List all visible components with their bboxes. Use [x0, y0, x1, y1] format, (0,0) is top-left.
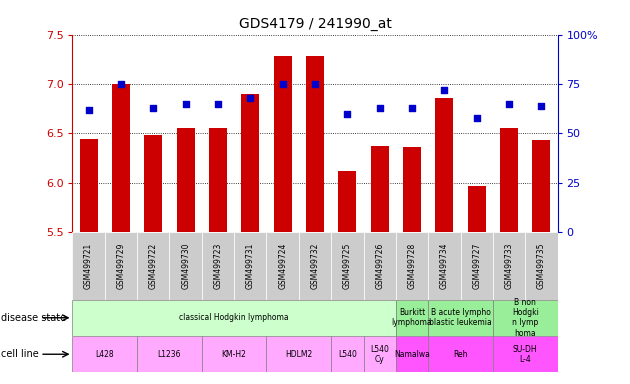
Bar: [338, 171, 356, 384]
Bar: [428, 300, 493, 336]
Text: L1236: L1236: [158, 350, 181, 359]
Text: KM-H2: KM-H2: [222, 350, 246, 359]
Text: L428: L428: [96, 350, 114, 359]
Bar: [396, 232, 428, 300]
Text: B acute lympho
blastic leukemia: B acute lympho blastic leukemia: [429, 308, 492, 328]
Point: [504, 101, 514, 107]
Bar: [364, 232, 396, 300]
Text: classical Hodgkin lymphoma: classical Hodgkin lymphoma: [180, 313, 289, 322]
Bar: [169, 232, 202, 300]
Text: L540
Cy: L540 Cy: [370, 344, 389, 364]
Text: GSM499734: GSM499734: [440, 243, 449, 289]
Text: GSM499727: GSM499727: [472, 243, 481, 289]
Bar: [144, 136, 162, 384]
Bar: [525, 232, 558, 300]
Bar: [72, 232, 105, 300]
Text: GSM499724: GSM499724: [278, 243, 287, 289]
Bar: [266, 336, 331, 372]
Bar: [532, 141, 550, 384]
Bar: [137, 336, 202, 372]
Bar: [461, 232, 493, 300]
Text: GSM499731: GSM499731: [246, 243, 255, 289]
Text: Reh: Reh: [453, 350, 468, 359]
Bar: [299, 232, 331, 300]
Text: GSM499735: GSM499735: [537, 243, 546, 289]
Bar: [112, 84, 130, 384]
Bar: [209, 127, 227, 384]
Bar: [403, 147, 421, 384]
Point: [213, 101, 223, 107]
Text: GSM499733: GSM499733: [505, 243, 513, 289]
Point: [310, 81, 320, 87]
Bar: [500, 127, 518, 384]
Text: L540: L540: [338, 350, 357, 359]
Text: GSM499725: GSM499725: [343, 243, 352, 289]
Bar: [396, 336, 428, 372]
Text: B non
Hodgki
n lymp
homa: B non Hodgki n lymp homa: [512, 298, 539, 338]
Bar: [435, 98, 453, 384]
Text: GDS4179 / 241990_at: GDS4179 / 241990_at: [239, 17, 391, 31]
Text: GSM499728: GSM499728: [408, 243, 416, 289]
Bar: [105, 232, 137, 300]
Text: GSM499732: GSM499732: [311, 243, 319, 289]
Point: [536, 103, 546, 109]
Point: [439, 87, 449, 93]
Bar: [428, 336, 493, 372]
Text: GSM499722: GSM499722: [149, 243, 158, 289]
Text: GSM499723: GSM499723: [214, 243, 222, 289]
Bar: [72, 336, 137, 372]
Bar: [396, 300, 428, 336]
Text: GSM499726: GSM499726: [375, 243, 384, 289]
Text: GSM499730: GSM499730: [181, 243, 190, 289]
Point: [181, 101, 191, 107]
Bar: [364, 336, 396, 372]
Bar: [331, 336, 364, 372]
Bar: [266, 232, 299, 300]
Bar: [72, 300, 396, 336]
Bar: [234, 232, 266, 300]
Text: GSM499729: GSM499729: [117, 243, 125, 289]
Bar: [202, 232, 234, 300]
Point: [407, 105, 417, 111]
Bar: [177, 129, 195, 384]
Text: SU-DH
L-4: SU-DH L-4: [513, 344, 537, 364]
Bar: [371, 146, 389, 384]
Point: [472, 114, 482, 121]
Bar: [306, 56, 324, 384]
Bar: [241, 94, 259, 384]
Bar: [493, 232, 525, 300]
Bar: [137, 232, 169, 300]
Point: [278, 81, 288, 87]
Point: [375, 105, 385, 111]
Bar: [468, 186, 486, 384]
Text: disease state: disease state: [1, 313, 66, 323]
Bar: [274, 56, 292, 384]
Text: GSM499721: GSM499721: [84, 243, 93, 289]
Bar: [493, 336, 558, 372]
Point: [116, 81, 126, 87]
Text: HDLM2: HDLM2: [285, 350, 312, 359]
Bar: [80, 139, 98, 384]
Bar: [202, 336, 266, 372]
Bar: [493, 300, 558, 336]
Point: [148, 105, 158, 111]
Bar: [331, 232, 364, 300]
Bar: [428, 232, 461, 300]
Text: cell line: cell line: [1, 349, 38, 359]
Text: Burkitt
lymphoma: Burkitt lymphoma: [392, 308, 432, 328]
Text: Namalwa: Namalwa: [394, 350, 430, 359]
Point: [245, 95, 255, 101]
Point: [84, 107, 94, 113]
Point: [342, 111, 352, 117]
